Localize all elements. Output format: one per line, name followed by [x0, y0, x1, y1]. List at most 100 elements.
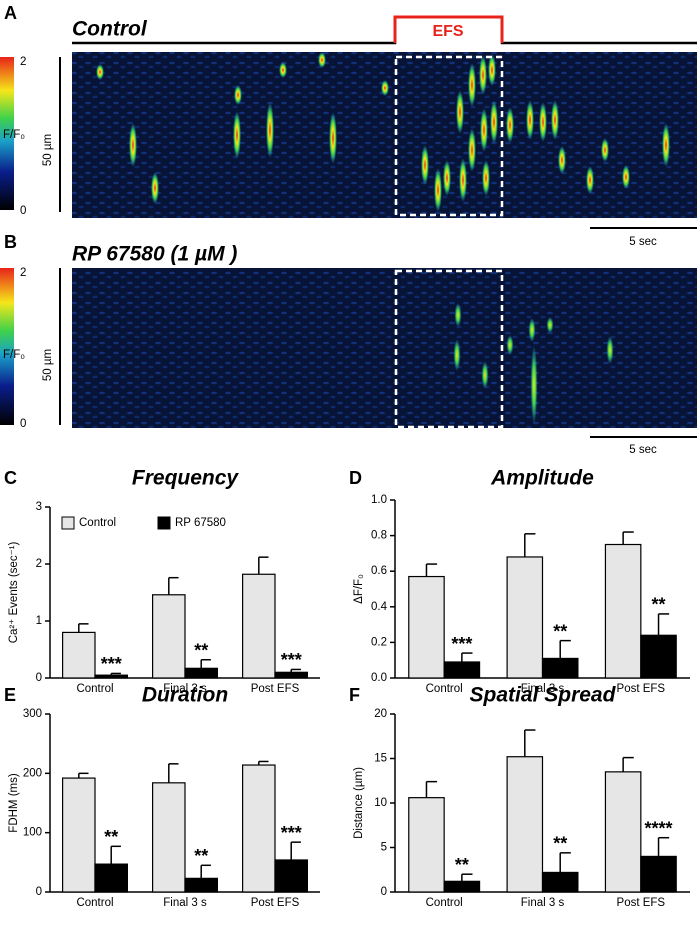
- y-axis-label: ΔF/F₀: [353, 574, 365, 604]
- bar: [242, 764, 276, 893]
- spark: [606, 336, 614, 364]
- y-tick-label: 0.2: [371, 636, 387, 648]
- y-axis-label: Distance (µm): [353, 767, 365, 839]
- significance: **: [553, 621, 567, 641]
- linescan-image: [72, 268, 697, 428]
- spark: [482, 160, 490, 196]
- spark: [96, 64, 104, 80]
- spark: [530, 345, 538, 425]
- spark: [234, 85, 242, 105]
- significance: ***: [101, 654, 122, 674]
- significance: ***: [281, 823, 302, 843]
- spark: [151, 172, 159, 204]
- scale-x-label: 5 sec: [629, 236, 657, 248]
- bar: [274, 859, 309, 893]
- efs-window: [394, 55, 504, 217]
- bar: [152, 594, 186, 679]
- bar: [604, 543, 642, 679]
- spark: [266, 102, 274, 158]
- y-tick-label: 10: [374, 797, 387, 809]
- spark: [506, 335, 514, 355]
- y-tick-label: 0: [36, 672, 42, 684]
- colorbar: [0, 57, 14, 210]
- x-tick-label: Post EFS: [617, 683, 666, 695]
- y-tick-label: 0.8: [371, 530, 387, 542]
- spark: [468, 63, 476, 107]
- panel-letter: D: [349, 468, 362, 488]
- sparks: [453, 303, 614, 425]
- bar: [61, 631, 96, 679]
- spark: [279, 62, 287, 78]
- spark: [459, 158, 467, 202]
- spark: [481, 361, 489, 389]
- bar: [506, 756, 544, 893]
- x-tick-label: Control: [76, 897, 113, 909]
- colorbar: [0, 268, 14, 425]
- bar: [408, 575, 445, 679]
- spark: [662, 123, 670, 167]
- spark: [539, 102, 547, 142]
- bar: [640, 855, 677, 893]
- stim-label: EFS: [432, 23, 463, 40]
- scale-y-label: 50 µm: [42, 134, 54, 166]
- scale-x-label: 5 sec: [629, 444, 657, 456]
- scale-y-label: 50 µm: [42, 349, 54, 381]
- panel-letter: F: [349, 685, 360, 705]
- x-tick-label: Final 3 s: [163, 683, 207, 695]
- spark: [622, 165, 630, 189]
- y-tick-label: 0.6: [371, 565, 387, 577]
- x-tick-label: Final 3 s: [521, 897, 565, 909]
- spark: [434, 168, 442, 212]
- spark: [329, 112, 337, 164]
- spark: [558, 146, 566, 174]
- spark: [479, 55, 487, 95]
- significance: **: [455, 855, 469, 875]
- spark: [454, 303, 462, 327]
- spark: [381, 80, 389, 96]
- y-tick-label: 0: [381, 886, 387, 898]
- significance: ***: [451, 634, 472, 654]
- spark: [528, 318, 536, 342]
- spark: [490, 100, 498, 144]
- chart-title: Frequency: [132, 467, 240, 490]
- x-tick-label: Post EFS: [251, 683, 300, 695]
- bar: [408, 797, 445, 893]
- bar: [94, 674, 129, 679]
- y-tick-label: 15: [374, 753, 387, 765]
- significance: **: [104, 827, 118, 847]
- spark: [480, 108, 488, 152]
- spark: [456, 90, 464, 134]
- y-tick-label: 0.4: [371, 601, 388, 613]
- legend-label: RP 67580: [175, 517, 226, 529]
- bar: [640, 634, 677, 679]
- linescan-image: [72, 52, 697, 218]
- significance: **: [194, 846, 208, 866]
- chart-title: Amplitude: [490, 467, 594, 490]
- spark: [233, 111, 241, 159]
- stim-marker: [393, 15, 504, 43]
- spark: [453, 339, 461, 371]
- colorbar-max: 2: [20, 56, 26, 68]
- colorbar-min: 0: [20, 205, 26, 217]
- y-tick-label: 0: [36, 886, 42, 898]
- x-tick-label: Control: [426, 683, 463, 695]
- panel-letter: A: [4, 3, 17, 23]
- bar: [604, 771, 642, 893]
- colorbar-label: F/F₀: [3, 349, 25, 361]
- spark: [546, 317, 554, 333]
- colorbar-min: 0: [20, 418, 26, 430]
- bar: [506, 556, 544, 679]
- bar: [94, 863, 129, 893]
- significance: **: [652, 595, 666, 615]
- y-tick-label: 3: [36, 501, 42, 513]
- bar: [152, 782, 186, 893]
- y-tick-label: 20: [374, 708, 387, 720]
- x-tick-label: Final 3 s: [163, 897, 207, 909]
- colorbar-max: 2: [20, 267, 26, 279]
- spark: [506, 107, 514, 143]
- y-tick-label: 1: [36, 615, 42, 627]
- colorbar-label: F/F₀: [3, 129, 25, 141]
- spark: [421, 145, 429, 185]
- spark: [129, 123, 137, 167]
